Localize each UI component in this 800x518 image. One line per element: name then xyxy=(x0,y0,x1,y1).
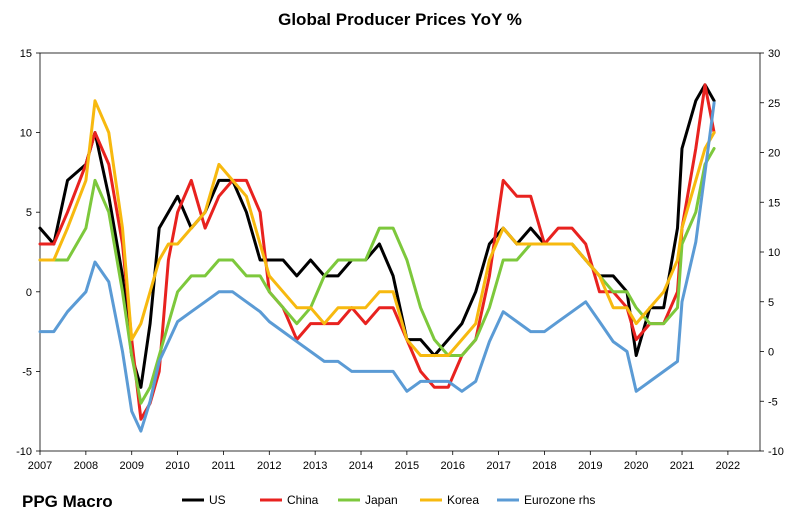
right-tick-label: -5 xyxy=(768,396,778,408)
x-tick-label: 2008 xyxy=(74,460,98,472)
left-tick-label: -5 xyxy=(22,366,32,378)
right-axis: -10 -5 0 5 10 15 20 25 30 xyxy=(760,48,784,458)
chart-title: Global Producer Prices YoY % xyxy=(278,10,522,29)
x-tick-label: 2007 xyxy=(28,460,52,472)
series-line-china xyxy=(38,83,716,421)
series-line-japan xyxy=(38,147,716,405)
right-tick-label: 20 xyxy=(768,148,780,160)
left-tick-label: 5 xyxy=(26,207,32,219)
right-tick-label: 30 xyxy=(768,48,780,60)
legend-label: US xyxy=(209,493,226,507)
legend-label: Eurozone rhs xyxy=(524,493,595,507)
series-layer xyxy=(38,83,716,433)
left-axis: -10 -5 0 5 10 15 xyxy=(16,48,40,458)
left-tick-label: -10 xyxy=(16,446,32,458)
left-tick-label: 15 xyxy=(20,48,32,60)
brand-label: PPG Macro xyxy=(22,492,113,511)
right-tick-label: -10 xyxy=(768,446,784,458)
left-tick-label: 0 xyxy=(26,287,32,299)
x-tick-label: 2011 xyxy=(212,460,236,472)
x-tick-label: 2010 xyxy=(165,460,189,472)
right-tick-label: 25 xyxy=(768,98,780,110)
legend-label: Japan xyxy=(365,493,398,507)
series-line-eurozone-rhs xyxy=(38,101,716,433)
x-tick-label: 2016 xyxy=(440,460,464,472)
left-tick-label: 10 xyxy=(20,128,32,140)
x-tick-label: 2017 xyxy=(486,460,510,472)
x-tick-label: 2015 xyxy=(395,460,419,472)
right-tick-label: 0 xyxy=(768,347,774,359)
series-line-us xyxy=(38,83,716,389)
right-tick-label: 5 xyxy=(768,297,774,309)
right-tick-label: 15 xyxy=(768,197,780,209)
x-tick-label: 2021 xyxy=(670,460,694,472)
x-tick-label: 2019 xyxy=(578,460,602,472)
x-tick-label: 2020 xyxy=(624,460,648,472)
legend-label: China xyxy=(287,493,319,507)
series-line-korea xyxy=(38,99,716,357)
right-tick-label: 10 xyxy=(768,247,780,259)
x-tick-label: 2012 xyxy=(257,460,281,472)
x-tick-label: 2014 xyxy=(349,460,373,472)
legend: US China Japan Korea Eurozone rhs xyxy=(182,493,595,507)
legend-label: Korea xyxy=(447,493,479,507)
x-tick-label: 2022 xyxy=(716,460,740,472)
x-tick-label: 2018 xyxy=(532,460,556,472)
x-axis: 2007 2008 2009 2010 2011 2012 2013 2014 2015 2016… xyxy=(28,451,740,472)
x-tick-label: 2009 xyxy=(119,460,143,472)
x-tick-label: 2013 xyxy=(303,460,327,472)
